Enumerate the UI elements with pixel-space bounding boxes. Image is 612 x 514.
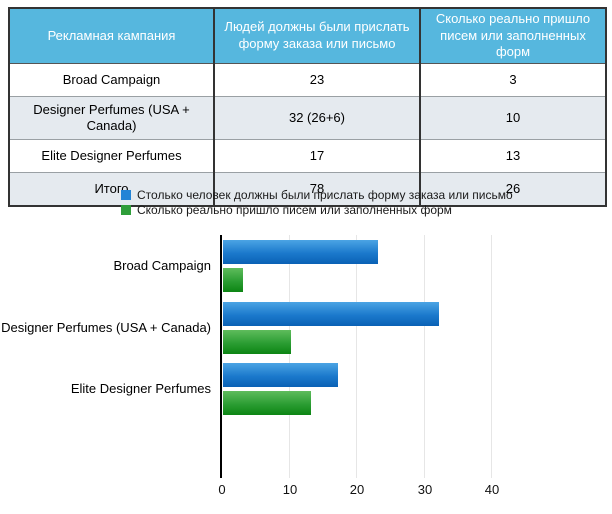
bar-expected — [223, 302, 439, 326]
gridline — [356, 235, 357, 478]
table-cell-actual: 3 — [419, 62, 606, 97]
table-header-row: Рекламная кампания Людей должны были при… — [9, 8, 606, 64]
x-tick-label: 30 — [417, 482, 433, 497]
table-row: Designer Perfumes (USA + Canada) 32 (26+… — [9, 95, 606, 140]
table-row: Elite Designer Perfumes 17 13 — [9, 138, 606, 173]
x-tick-label: 40 — [484, 482, 500, 497]
table-cell-campaign: Elite Designer Perfumes — [9, 138, 214, 173]
table-cell-expected: 17 — [213, 138, 420, 173]
gridline — [491, 235, 492, 478]
legend-label: Сколько реально пришло писем или заполне… — [137, 202, 452, 217]
legend-item-actual: Сколько реально пришло писем или заполне… — [121, 202, 513, 217]
column-header-expected: Людей должны были прислать форму заказа … — [213, 8, 420, 64]
table-cell-campaign: Итого — [9, 171, 214, 206]
legend-swatch-blue-icon — [121, 189, 131, 200]
table-cell-campaign: Designer Perfumes (USA + Canada) — [9, 95, 214, 140]
bar-expected — [223, 363, 338, 387]
table-row-total: Итого 78 26 — [9, 171, 606, 206]
x-tick-label: 20 — [349, 482, 365, 497]
y-axis-line — [220, 235, 222, 478]
gridline — [424, 235, 425, 478]
bar-expected — [223, 240, 378, 264]
legend-swatch-green-icon — [121, 204, 131, 215]
gridline — [289, 235, 290, 478]
legend-label: Столько человек должны были прислать фор… — [137, 187, 513, 202]
bar-actual — [223, 391, 311, 415]
chart-legend: Столько человек должны были прислать фор… — [121, 187, 513, 217]
category-label: Broad Campaign — [113, 258, 211, 273]
campaign-results-table: Рекламная кампания Людей должны были при… — [8, 7, 607, 207]
category-label: Designer Perfumes (USA + Canada) — [1, 320, 211, 335]
column-header-campaign: Рекламная кампания — [9, 8, 214, 64]
table-cell-campaign: Broad Campaign — [9, 62, 214, 97]
table-cell-actual: 13 — [419, 138, 606, 173]
table-cell-expected: 78 — [213, 171, 420, 206]
table-cell-expected: 32 (26+6) — [213, 95, 420, 140]
column-header-actual: Сколько реально пришло писем или заполне… — [419, 8, 606, 64]
category-label: Elite Designer Perfumes — [70, 381, 211, 396]
x-tick-label: 10 — [282, 482, 298, 497]
table-row: Broad Campaign 23 3 — [9, 62, 606, 97]
table-cell-expected: 23 — [213, 62, 420, 97]
bar-actual — [223, 268, 243, 292]
bar-actual — [223, 330, 291, 354]
table-cell-actual: 10 — [419, 95, 606, 140]
table-cell-actual: 26 — [419, 171, 606, 206]
x-tick-label: 0 — [218, 482, 226, 497]
legend-item-expected: Столько человек должны были прислать фор… — [121, 187, 513, 202]
